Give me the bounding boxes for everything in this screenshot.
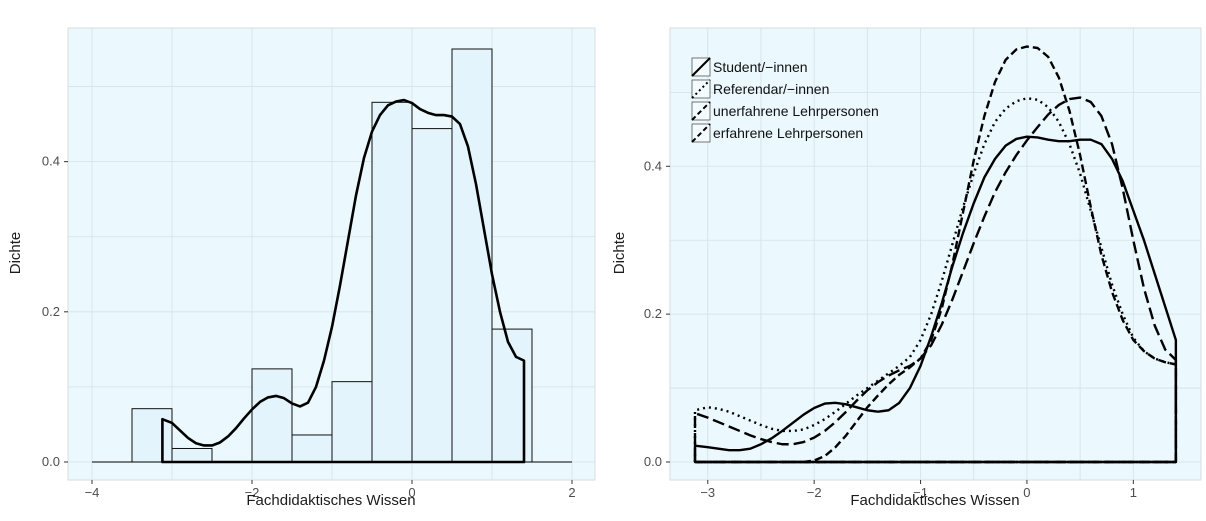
series-line [693,135,1178,464]
legend-item: Referendar/−innen [691,79,829,99]
x-tick-label: −3 [700,485,715,500]
histogram-bar [171,447,213,463]
series-line [693,96,1178,464]
density-curves [92,98,572,464]
density-histogram-panel: −4 −2 0 2 0.0 0.2 0.4 Fachdidaktisches Wissen… [7,27,596,509]
plot-background [669,27,1202,481]
histogram-bar [131,408,173,463]
y-tick-label: 0.4 [644,158,662,173]
x-tick-label: −2 [807,485,822,500]
x-ticks: −3 −2 −1 0 1 [700,480,1137,500]
y-ticks: 0.0 0.2 0.4 [42,154,68,469]
legend-label: Referendar/−innen [713,81,829,97]
density-comparison-panel: −3 −2 −1 0 1 0.0 0.2 0.4 Student/−innen Referen… [611,27,1202,509]
y-axis-title: Dichte [7,232,24,275]
x-tick-label: 0 [1023,485,1030,500]
legend-key-line [691,123,711,143]
y-ticks: 0.0 0.2 0.4 [644,158,670,469]
y-tick-label: 0.4 [42,154,60,169]
density-curves [693,45,1178,464]
legend-item: unerfahrene Lehrpersonen [691,101,879,121]
x-tick-label: 0 [408,485,415,500]
histogram-bars [131,48,533,463]
series-line [693,45,1178,464]
histogram-bar [331,381,373,463]
legend-label: Student/−innen [713,59,808,75]
histogram-bar [291,434,333,463]
legend-label: erfahrene Lehrpersonen [713,125,863,141]
histogram-bar [371,101,413,463]
legend: Student/−innen Referendar/−innen unerfahre… [691,57,879,143]
x-ticks: −4 −2 0 2 [85,480,576,500]
x-tick-label: −4 [85,485,100,500]
legend-label: unerfahrene Lehrpersonen [713,103,879,119]
y-tick-label: 0.2 [644,306,662,321]
x-tick-label: −1 [913,485,928,500]
histogram-bar [451,48,493,463]
y-axis-title: Dichte [611,232,628,275]
y-tick-label: 0.0 [42,454,60,469]
histogram-bar [411,128,453,463]
density-curve [161,98,526,464]
x-axis-title: Fachdidaktisches Wissen [850,492,1019,509]
legend-key-line [691,57,711,77]
series-line [693,97,1178,464]
legend-key-line [691,79,711,99]
legend-key-line [691,101,711,121]
legend-item: Student/−innen [691,57,808,77]
x-tick-label: 1 [1130,485,1137,500]
histogram-bar [251,368,293,463]
legend-item: erfahrene Lehrpersonen [691,123,863,143]
x-tick-label: −2 [245,485,260,500]
y-tick-label: 0.0 [644,454,662,469]
x-axis-title: Fachdidaktisches Wissen [246,492,415,509]
x-tick-label: 2 [568,485,575,500]
y-tick-label: 0.2 [42,304,60,319]
